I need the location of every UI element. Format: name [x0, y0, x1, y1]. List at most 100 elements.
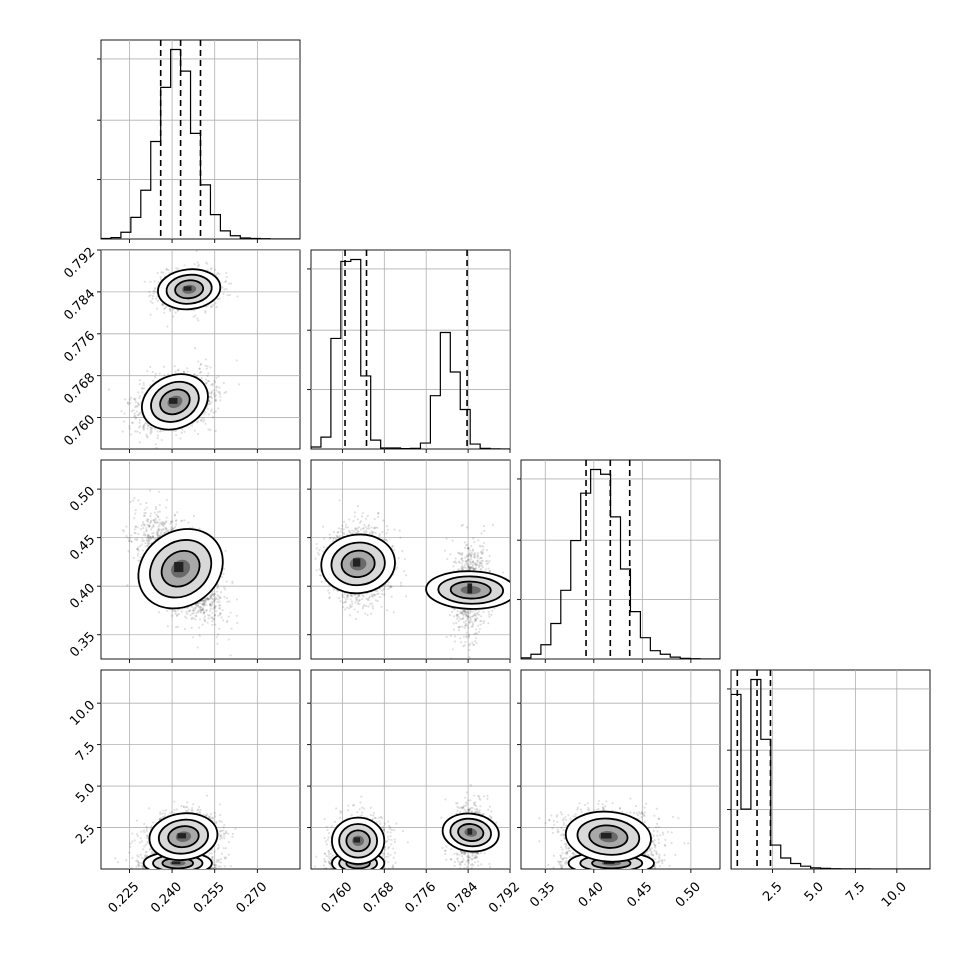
scatter-point	[130, 540, 133, 543]
scatter-point	[148, 295, 151, 298]
hist-panel-3	[731, 670, 930, 869]
scatter-point	[194, 606, 197, 609]
scatter-point	[152, 524, 155, 527]
scatter-point	[138, 396, 141, 400]
scatter-point	[171, 614, 174, 617]
scatter-point	[133, 538, 137, 541]
scatter-point	[151, 427, 154, 430]
scatter-point	[156, 295, 159, 298]
scatter-point	[192, 636, 195, 639]
scatter-point	[198, 606, 201, 609]
scatter-point	[186, 370, 189, 373]
scatter-point	[121, 529, 125, 532]
scatter-point	[212, 593, 215, 596]
scatter-point	[203, 619, 207, 623]
scatter-point	[193, 429, 196, 432]
scatter-point	[203, 604, 206, 607]
scatter-point	[163, 306, 167, 310]
scatter-point	[139, 544, 142, 548]
scatter-point	[190, 617, 193, 621]
scatter-point	[207, 617, 210, 620]
pair-panel-0-2	[101, 460, 300, 659]
scatter-point	[201, 607, 204, 610]
scatter-point	[133, 496, 136, 500]
scatter-point	[224, 280, 227, 284]
scatter-point	[235, 359, 238, 362]
scatter-point	[205, 603, 208, 607]
scatter-point	[209, 395, 213, 398]
scatter-point	[142, 384, 145, 387]
scatter-point	[156, 430, 159, 433]
scatter-point	[142, 539, 146, 542]
scatter-point	[173, 525, 177, 529]
scatter-point	[210, 392, 213, 395]
scatter-point	[138, 421, 141, 424]
scatter-point	[172, 308, 175, 311]
scatter-point	[161, 304, 164, 307]
scatter-point	[174, 429, 178, 432]
scatter-point	[193, 373, 196, 376]
scatter-point	[158, 510, 162, 513]
scatter-point	[213, 613, 216, 616]
scatter-point	[219, 596, 222, 599]
scatter-point	[223, 567, 226, 571]
density-peak-cell	[183, 286, 192, 291]
scatter-point	[226, 294, 229, 297]
scatter-point	[153, 520, 156, 524]
scatter-point	[149, 429, 152, 432]
scatter-point	[172, 527, 175, 530]
scatter-point	[160, 522, 164, 526]
scatter-point	[217, 614, 220, 617]
scatter-point	[135, 547, 139, 551]
scatter-point	[218, 604, 221, 607]
scatter-point	[149, 365, 152, 369]
scatter-point	[199, 605, 202, 608]
scatter-point	[160, 522, 163, 525]
scatter-point	[169, 308, 172, 311]
contour-line	[157, 268, 222, 311]
scatter-point	[198, 367, 201, 370]
scatter-point	[203, 412, 206, 415]
scatter-point	[163, 531, 166, 534]
scatter-point	[135, 416, 138, 419]
scatter-point	[205, 609, 208, 612]
scatter-point	[222, 381, 225, 385]
scatter-point	[149, 519, 153, 522]
scatter-point	[154, 372, 157, 375]
scatter-point	[147, 536, 150, 539]
scatter-point	[134, 417, 137, 420]
scatter-point	[189, 609, 192, 612]
scatter-point	[132, 556, 135, 559]
scatter-point	[172, 609, 175, 612]
scatter-point	[212, 600, 215, 603]
scatter-point	[218, 386, 221, 389]
scatter-point	[136, 405, 139, 408]
scatter-point	[211, 623, 214, 627]
scatter-point	[128, 539, 131, 542]
scatter-point	[206, 621, 209, 624]
scatter-point	[161, 303, 164, 306]
scatter-point	[138, 383, 141, 386]
scatter-point	[198, 626, 201, 629]
scatter-point	[202, 612, 205, 615]
scatter-point	[213, 597, 216, 600]
scatter-point	[194, 314, 197, 317]
scatter-point	[171, 520, 174, 523]
scatter-point	[200, 419, 203, 422]
scatter-point	[196, 264, 200, 268]
scatter-point	[142, 427, 145, 430]
scatter-point	[145, 529, 148, 533]
scatter-point	[200, 377, 203, 380]
scatter-point	[205, 597, 208, 601]
scatter-point	[125, 535, 128, 538]
contour-line	[150, 380, 200, 423]
scatter-point	[214, 596, 218, 599]
scatter-point	[212, 389, 215, 392]
scatter-point	[148, 542, 151, 545]
scatter-point	[212, 617, 215, 621]
scatter-point	[210, 383, 213, 386]
scatter-point	[210, 401, 213, 404]
scatter-point	[195, 604, 198, 607]
scatter-point	[143, 424, 146, 427]
histogram-step-line	[101, 48, 300, 239]
